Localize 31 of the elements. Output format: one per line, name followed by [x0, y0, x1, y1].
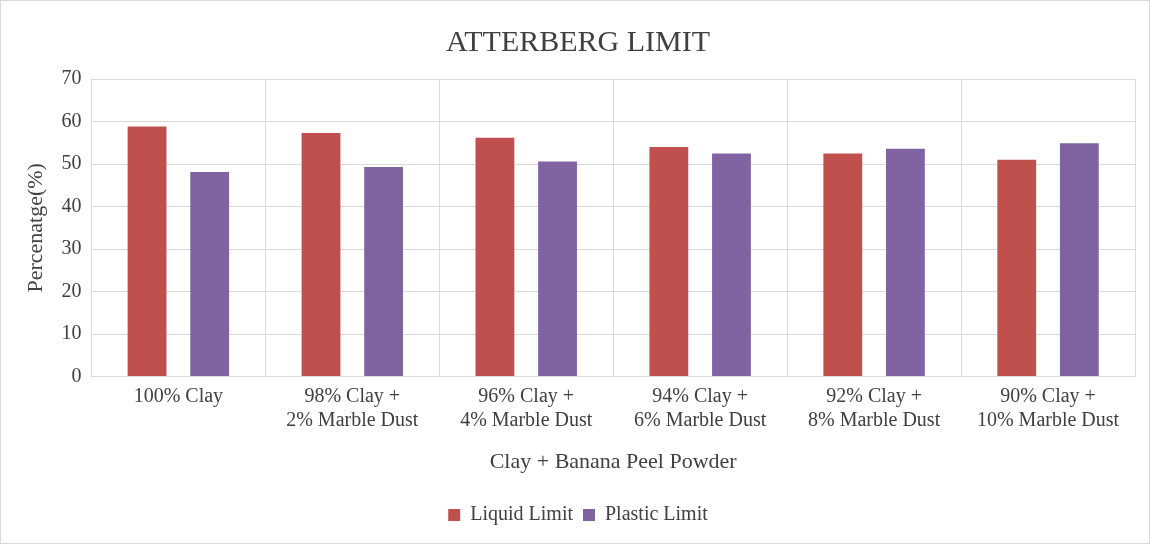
bar: [649, 147, 689, 377]
x-tick-label: 100% Clay: [133, 383, 224, 407]
chart-title: ATTERBERG LIMIT: [445, 23, 711, 57]
y-tick-label: 40: [61, 193, 82, 216]
bar: [475, 137, 515, 377]
bar: [1059, 143, 1099, 377]
bar: [886, 148, 925, 377]
x-tick-label: 98% Clay + 2% Marble Dust: [286, 383, 419, 430]
y-tick-label: 30: [61, 236, 82, 259]
y-tick-label: 60: [61, 108, 82, 131]
bar: [364, 167, 404, 377]
bar: [127, 126, 167, 377]
x-tick-label: 90% Clay + 10% Marble Dust: [976, 383, 1120, 430]
bar: [997, 159, 1037, 377]
x-tick-label: 94% Clay + 6% Marble Dust: [634, 383, 767, 430]
legend-label: Liquid Limit: [470, 502, 574, 526]
bar: [712, 153, 751, 377]
bar: [190, 172, 230, 377]
bar: [301, 132, 341, 377]
bar: [538, 161, 577, 377]
y-tick-label: 0: [71, 363, 82, 386]
x-tick-label: 96% Clay + 4% Marble Dust: [460, 383, 593, 430]
y-tick-label: 50: [61, 151, 82, 174]
y-tick-label: 10: [61, 321, 82, 344]
bar: [823, 153, 863, 377]
x-axis-title: Clay + Banana Peel Powder: [489, 447, 738, 473]
legend-label: Plastic Limit: [605, 502, 709, 525]
y-tick-label: 20: [61, 278, 82, 301]
y-tick-label: 70: [61, 66, 82, 89]
y-axis-title: Percenatge(%): [21, 163, 47, 293]
x-tick-label: 92% Clay + 8% Marble Dust: [808, 383, 941, 430]
